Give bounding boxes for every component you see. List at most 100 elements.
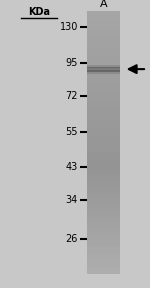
Bar <box>87 108 120 111</box>
Bar <box>87 126 120 130</box>
Bar <box>87 263 120 266</box>
Bar <box>87 21 120 25</box>
Bar <box>87 48 120 51</box>
Bar <box>87 208 120 211</box>
Bar <box>87 69 120 72</box>
Bar <box>87 265 120 268</box>
Bar <box>87 255 120 258</box>
Bar <box>87 249 120 253</box>
Bar <box>87 268 120 271</box>
Bar <box>87 173 120 177</box>
Text: 43: 43 <box>66 162 78 172</box>
Bar <box>87 168 120 171</box>
Bar <box>87 111 120 114</box>
Text: 72: 72 <box>66 92 78 101</box>
Bar <box>87 166 120 169</box>
Bar <box>87 176 120 179</box>
Bar <box>87 184 120 187</box>
Bar <box>87 231 120 234</box>
Bar <box>87 171 120 174</box>
Text: 26: 26 <box>66 234 78 244</box>
Bar <box>87 132 120 135</box>
Bar <box>87 197 120 200</box>
Text: A: A <box>100 0 107 9</box>
Bar <box>87 194 120 198</box>
Bar <box>87 66 120 69</box>
Bar <box>87 63 120 67</box>
Bar <box>87 40 120 43</box>
Bar <box>87 90 120 93</box>
Bar <box>87 189 120 192</box>
Bar <box>87 14 120 17</box>
Bar <box>87 139 120 143</box>
Bar <box>87 221 120 224</box>
Bar <box>87 181 120 185</box>
Bar <box>87 236 120 240</box>
Bar <box>87 145 120 148</box>
Bar <box>87 118 120 122</box>
Bar <box>87 179 120 182</box>
Bar <box>87 124 120 127</box>
Bar <box>87 19 120 22</box>
Bar <box>87 247 120 250</box>
Bar <box>87 87 120 90</box>
Bar <box>87 100 120 103</box>
Bar <box>87 37 120 40</box>
Bar <box>87 24 120 27</box>
Bar <box>87 27 120 30</box>
Bar <box>87 35 120 38</box>
Bar <box>87 67 120 72</box>
Bar <box>87 228 120 232</box>
Bar <box>87 116 120 119</box>
Bar <box>87 213 120 216</box>
Bar <box>87 134 120 137</box>
Bar <box>87 32 120 35</box>
Bar <box>87 160 120 164</box>
Bar <box>87 58 120 61</box>
Text: 34: 34 <box>66 195 78 205</box>
Bar <box>87 92 120 95</box>
Bar <box>87 163 120 166</box>
Bar <box>87 223 120 226</box>
Bar <box>87 105 120 109</box>
Text: 95: 95 <box>66 58 78 68</box>
Bar <box>87 202 120 205</box>
Bar <box>87 192 120 195</box>
Bar <box>87 97 120 101</box>
Bar <box>87 71 120 74</box>
Bar <box>87 61 120 64</box>
Bar <box>87 142 120 145</box>
Bar <box>87 68 120 70</box>
Bar <box>87 242 120 245</box>
Bar <box>87 84 120 88</box>
Bar <box>87 244 120 247</box>
Bar <box>87 103 120 106</box>
Bar <box>87 11 120 14</box>
Bar <box>87 77 120 80</box>
Bar <box>87 147 120 150</box>
Bar <box>87 53 120 56</box>
Bar <box>87 42 120 46</box>
Bar <box>87 234 120 237</box>
Bar <box>87 158 120 161</box>
Bar <box>87 137 120 140</box>
Bar <box>87 270 120 274</box>
Bar <box>87 200 120 203</box>
Bar <box>87 50 120 54</box>
Bar <box>87 79 120 82</box>
Text: KDa: KDa <box>28 7 50 17</box>
Bar <box>87 56 120 59</box>
Bar <box>87 95 120 98</box>
Bar <box>87 210 120 213</box>
Bar <box>87 113 120 116</box>
Text: 55: 55 <box>66 128 78 137</box>
Bar <box>87 218 120 221</box>
Text: 130: 130 <box>60 22 78 32</box>
Bar <box>87 226 120 229</box>
Bar <box>87 150 120 153</box>
Bar <box>87 252 120 255</box>
Bar <box>87 74 120 77</box>
Bar <box>87 215 120 219</box>
Bar <box>87 65 120 74</box>
Bar <box>87 29 120 33</box>
